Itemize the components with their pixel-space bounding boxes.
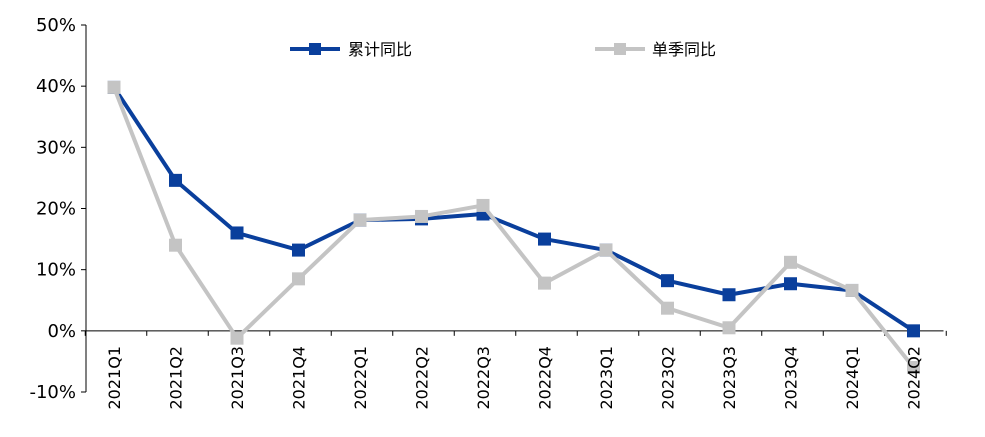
x-tick-label: 2021Q3 [228,346,247,410]
series-layer [107,80,920,375]
y-tick-label: 20% [36,199,76,220]
x-tick-label: 2023Q2 [659,346,678,410]
legend: 累计同比 单季同比 [290,40,716,59]
data-point-marker [661,274,674,288]
data-point-marker [169,238,182,252]
x-tick-label: 2022Q1 [351,346,370,410]
x-tick-label: 2022Q4 [536,346,555,410]
data-point-marker [661,301,674,315]
legend-label: 单季同比 [652,40,716,59]
axes: -10% 0% 10% 20% 30% 40% 50% [29,15,947,403]
x-tick-label: 2023Q1 [597,346,616,410]
y-tick-label: 50% [36,15,76,36]
x-tick-label: 2022Q2 [413,346,432,410]
data-point-marker [599,243,613,257]
series-line [112,86,915,333]
legend-label: 累计同比 [348,40,412,59]
y-tick-label: 0% [47,321,76,342]
series-1 [107,80,920,338]
series-line [112,86,916,369]
y-tick-label: 10% [36,260,76,281]
data-point-marker [415,209,428,223]
x-tick-label: 2024Q1 [843,346,862,410]
series-2 [107,80,920,375]
x-tick-label: 2023Q4 [782,346,801,410]
data-point-marker [292,243,305,257]
x-tick-label: 2023Q3 [720,346,739,410]
y-tick-label: 40% [36,76,76,97]
x-tick-label: 2021Q4 [290,346,309,410]
x-tick-label: 2022Q3 [474,346,493,410]
data-point-marker [169,173,182,187]
data-point-marker [538,232,551,246]
x-tick-labels: 2021Q1 2021Q2 2021Q3 2021Q4 2022Q1 2022Q2 2022… [105,346,924,410]
data-point-marker [845,283,859,297]
data-point-marker [230,331,244,345]
data-point-marker [538,276,551,290]
data-point-marker [476,198,490,212]
data-point-marker [907,361,920,375]
data-point-marker [784,255,797,269]
data-point-marker [784,277,797,291]
data-point-marker [353,213,367,227]
legend-item: 单季同比 [595,40,716,59]
data-point-marker [722,321,736,335]
x-tick-label: 2021Q2 [167,346,186,410]
data-point-marker [107,80,121,94]
legend-swatch-marker [309,43,321,55]
data-point-marker [907,324,920,338]
legend-swatch-marker [614,43,626,55]
data-point-marker [292,272,305,286]
x-tick-label: 2024Q2 [905,346,924,410]
data-point-marker [230,226,244,240]
y-tick-label: -10% [29,382,76,403]
legend-item: 累计同比 [290,40,412,59]
data-point-marker [722,288,736,302]
y-tick-label: 30% [36,137,76,158]
x-tick-label: 2021Q1 [105,346,124,410]
